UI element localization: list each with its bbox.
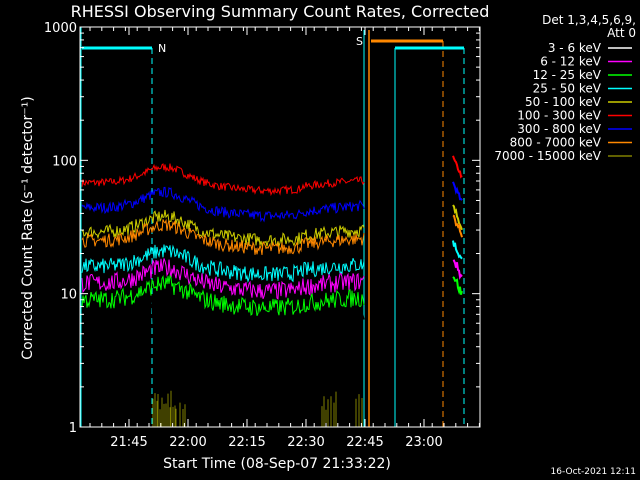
legend-header: Det 1,3,4,5,6,9, [542, 13, 636, 27]
plot-frame [79, 26, 481, 428]
legend-entry: 50 - 100 keV [525, 95, 602, 109]
legend-entry: 25 - 50 keV [533, 82, 602, 96]
legend-entry: 300 - 800 keV [517, 122, 601, 136]
x-tick-label: 21:45 [110, 435, 147, 450]
legend-entry: 12 - 25 keV [533, 68, 602, 82]
series-line [81, 295, 365, 357]
series-line [81, 258, 365, 300]
x-tick-label: 22:00 [169, 435, 206, 450]
series-line-post [452, 276, 463, 295]
series-line [81, 274, 365, 316]
x-tick-label: 22:30 [287, 435, 324, 450]
legend-entry: 6 - 12 keV [540, 55, 602, 69]
y-tick-label: 100 [52, 154, 77, 169]
x-tick-label: 22:15 [228, 435, 265, 450]
y-tick-label: 1 [69, 421, 77, 436]
legend-entry: 3 - 6 keV [548, 41, 602, 55]
series-line-post [452, 295, 463, 326]
chart-title: RHESSI Observing Summary Count Rates, Co… [71, 2, 490, 21]
legend-header: Att 0 [607, 26, 636, 40]
series-line [81, 186, 365, 223]
legend-entry: 7000 - 15000 keV [494, 149, 601, 163]
y-axis-label: Corrected Count Rate (s⁻¹ detector⁻¹) [20, 96, 36, 359]
x-tick-label: 23:00 [405, 435, 442, 450]
y-tick-label: 1000 [44, 21, 77, 36]
series-line-post [452, 259, 463, 280]
series-line-post [452, 155, 463, 179]
legend-entry: 800 - 7000 keV [510, 136, 602, 150]
series-line [81, 244, 365, 284]
series-line [81, 163, 365, 197]
x-tick-label: 22:45 [346, 435, 383, 450]
saa-label: S [356, 35, 363, 48]
series-line-post [452, 240, 463, 260]
date-stamp: 16-Oct-2021 12:11 [551, 467, 636, 477]
legend-entry: 100 - 300 keV [517, 109, 601, 123]
series-line-post [452, 214, 463, 238]
series-line-post [452, 181, 463, 201]
x-axis-label: Start Time (08-Sep-07 21:33:22) [163, 456, 391, 472]
y-tick-label: 10 [60, 288, 77, 303]
series-line-post [452, 204, 463, 231]
series-line [81, 218, 365, 255]
series-line [81, 209, 365, 248]
night-label: N [158, 42, 166, 55]
